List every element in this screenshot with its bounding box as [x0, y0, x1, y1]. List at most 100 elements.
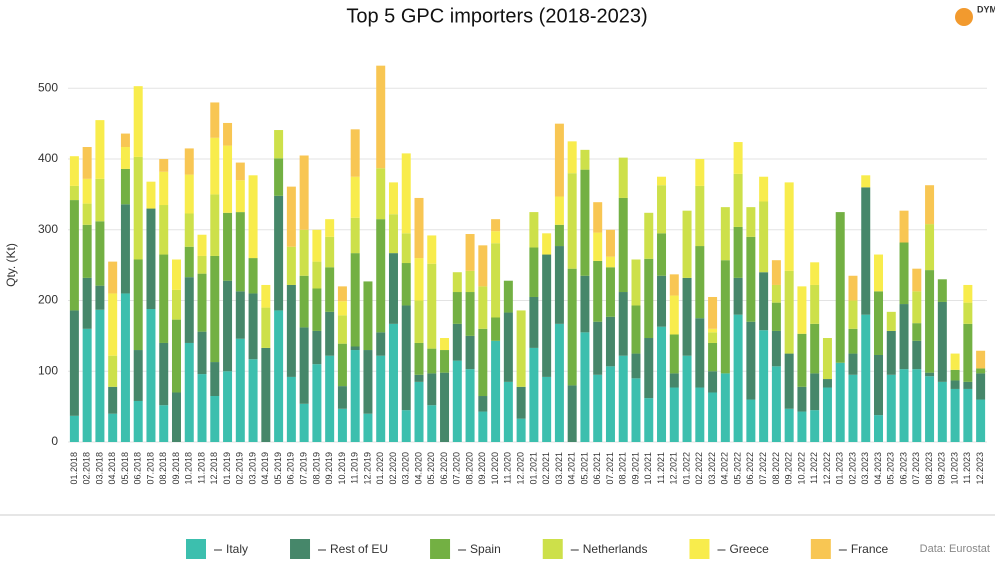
bar-segment [414, 381, 424, 442]
y-tick-label: 500 [38, 80, 58, 94]
legend-swatch [186, 539, 206, 559]
source: Data: Eurostat [920, 543, 990, 555]
bar-segment [120, 204, 130, 294]
x-tick-label: 09.2021 [630, 452, 640, 485]
bar-segment [925, 224, 935, 271]
bar-segment [159, 205, 169, 255]
bar-segment [657, 233, 667, 276]
bar-segment [580, 169, 590, 276]
y-axis-label: Qty. (Kt) [4, 243, 18, 287]
x-tick-label: 12.2023 [975, 452, 985, 485]
bar-segment [452, 360, 462, 442]
bar-segment [401, 153, 411, 234]
bar-segment [465, 292, 475, 336]
bar-segment [286, 246, 296, 285]
legend-label: Netherlands [583, 542, 648, 556]
bar-segment [491, 317, 501, 341]
bar-segment [848, 353, 858, 375]
bar-segment [312, 288, 322, 331]
x-tick-label: 04.2018 [107, 452, 117, 485]
bar-segment [503, 381, 513, 442]
x-tick-label: 02.2019 [235, 452, 245, 485]
bar-segment [899, 369, 909, 442]
bar-segment [720, 260, 730, 374]
bar-segment [363, 281, 373, 351]
bar-segment [580, 275, 590, 333]
bar-segment [835, 212, 845, 363]
bar-segment [478, 328, 488, 397]
bar-segment [363, 350, 373, 414]
x-tick-label: 06.2022 [745, 452, 755, 485]
x-tick-label: 12.2020 [515, 452, 525, 485]
bar-segment [210, 194, 220, 256]
x-tick-label: 10.2022 [796, 452, 806, 485]
bar-segment [644, 212, 654, 259]
x-tick-label: 05.2018 [120, 452, 130, 485]
x-tick-label: 12.2021 [669, 452, 679, 485]
bar-segment [69, 200, 79, 311]
bar-segment [669, 334, 679, 374]
bar-segment [822, 387, 832, 442]
x-tick-label: 06.2023 [898, 452, 908, 485]
bar-segment [644, 338, 654, 399]
bar-segment [529, 212, 539, 248]
bar-segment [350, 346, 360, 351]
legend-swatch [430, 539, 451, 559]
bar-segment [108, 386, 118, 414]
bar-segment [325, 267, 335, 312]
bar-segment [708, 332, 718, 343]
bar-segment [210, 396, 220, 442]
bar-segment [184, 342, 194, 442]
x-tick-label: 03.2023 [860, 452, 870, 485]
bar-segment [593, 321, 603, 375]
bar-segment [516, 386, 526, 419]
bar-segment [376, 355, 386, 442]
x-tick-label: 08.2020 [464, 452, 474, 485]
bar-segment [848, 275, 858, 301]
bar-segment [835, 362, 845, 442]
bar-segment [337, 315, 347, 344]
bar-segment [976, 373, 986, 400]
x-tick-label: 10.2018 [184, 452, 194, 485]
x-tick-label: 08.2019 [311, 452, 321, 485]
bar-segment [312, 261, 322, 289]
bar-segment [388, 214, 398, 254]
bar-segment [950, 388, 960, 442]
bar-segment [414, 258, 424, 301]
bar-segment [401, 305, 411, 411]
y-tick-label: 200 [38, 293, 58, 307]
bar-segment [427, 263, 437, 349]
bar-segment [465, 234, 475, 271]
bar-segment [452, 323, 462, 361]
bar-segment [695, 246, 705, 319]
bar-segment [708, 328, 718, 333]
bar-segment [669, 295, 679, 335]
bar-segment [82, 224, 92, 278]
bar-segment [465, 369, 475, 442]
bar-segment [605, 316, 615, 367]
bar-segment [746, 321, 756, 400]
bar-segment [120, 168, 130, 205]
bar-segment [274, 130, 284, 159]
bar-segment [695, 387, 705, 442]
bar-segment [235, 212, 245, 292]
x-tick-label: 08.2021 [618, 452, 628, 485]
x-tick-label: 07.2021 [605, 452, 615, 485]
bar-segment [184, 174, 194, 214]
y-tick-label: 0 [51, 434, 58, 448]
x-tick-label: 06.2021 [592, 452, 602, 485]
bar-segment [976, 350, 986, 369]
bar-segment [210, 102, 220, 138]
x-tick-label: 02.2018 [82, 452, 92, 485]
bar-segment [223, 212, 233, 281]
bar-segment [452, 292, 462, 324]
bar-segment [223, 280, 233, 372]
bar-segment [261, 284, 271, 308]
x-tick-label: 03.2019 [247, 452, 257, 485]
bar-segment [937, 301, 947, 382]
x-tick-label: 05.2021 [579, 452, 589, 485]
bar-segment [133, 259, 143, 351]
bar-segment [159, 171, 169, 206]
legend-swatch [810, 539, 831, 559]
